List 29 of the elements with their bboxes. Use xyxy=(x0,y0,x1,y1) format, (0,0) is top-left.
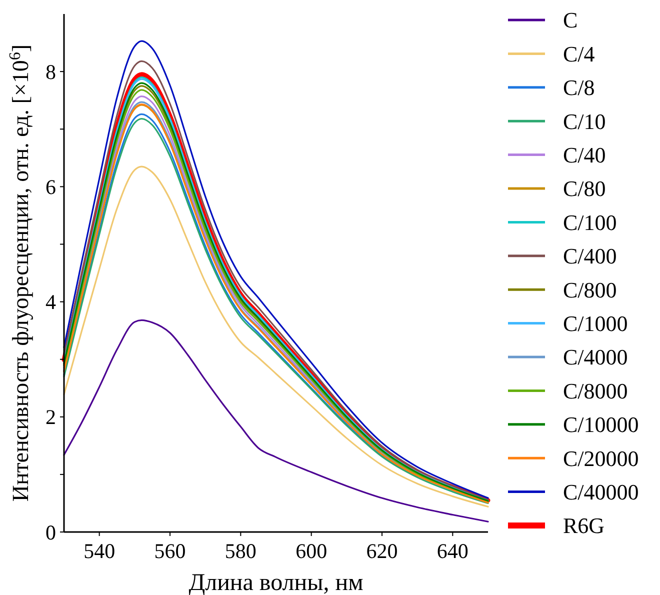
x-tick-label: 560 xyxy=(154,539,186,563)
x-tick-label: 580 xyxy=(224,539,256,563)
legend-label: C/8000 xyxy=(563,378,628,404)
legend-label: C/4000 xyxy=(563,344,628,370)
x-axis-title: Длина волны, нм xyxy=(188,570,364,595)
x-tick-label: 620 xyxy=(366,539,398,563)
legend-label: C xyxy=(563,8,578,33)
y-tick-label: 0 xyxy=(46,520,56,544)
legend-label: C/4 xyxy=(563,41,595,66)
y-tick-label: 6 xyxy=(46,175,56,200)
y-tick-label: 4 xyxy=(46,290,56,314)
x-tick-label: 540 xyxy=(84,539,116,563)
legend-label: C/20000 xyxy=(563,446,639,471)
legend-label: C/10 xyxy=(563,108,606,134)
legend-label: R6G xyxy=(563,513,605,538)
x-tick-label: 640 xyxy=(436,539,468,563)
y-tick-label: 8 xyxy=(46,60,56,84)
line-series xyxy=(63,319,489,522)
legend-label: C/400 xyxy=(563,244,617,269)
legend-label: C/40000 xyxy=(563,480,639,504)
legend-label: C/80 xyxy=(563,176,606,202)
legend-label: C/1000 xyxy=(563,311,628,336)
legend-label: C/40 xyxy=(563,142,606,168)
legend-label: C/800 xyxy=(563,277,617,302)
legend-label: C/100 xyxy=(563,210,617,235)
legend-label: C/8 xyxy=(563,75,595,100)
x-tick-label: 600 xyxy=(296,539,328,563)
legend-label: C/10000 xyxy=(563,412,639,438)
y-tick-label: 2 xyxy=(46,405,56,430)
